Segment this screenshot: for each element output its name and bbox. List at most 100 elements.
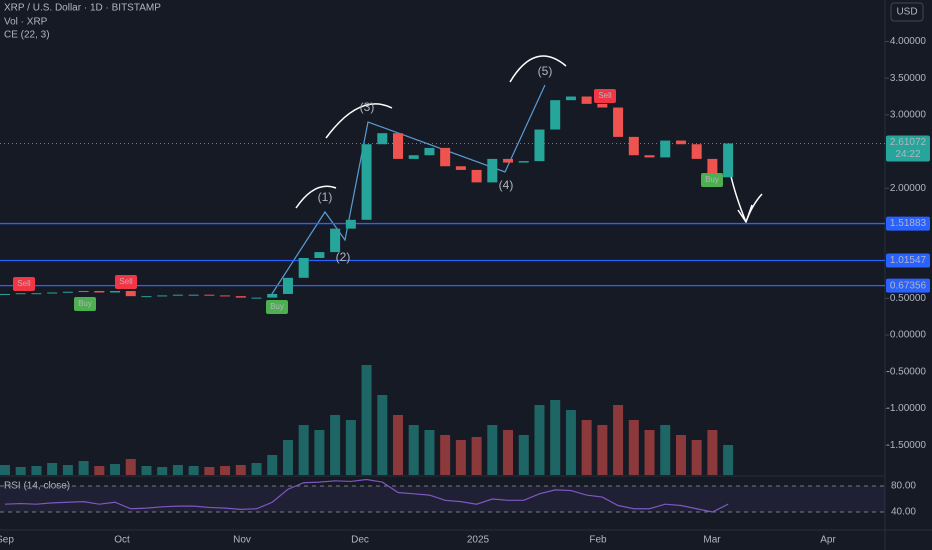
volume-bar [518,435,529,475]
volume-bar [597,425,608,475]
volume-bar [408,425,419,475]
signal-label: Buy [705,175,719,184]
volume-bar [581,420,592,475]
ce-label: CE (22, 3) [4,30,50,41]
volume-bar [471,437,482,475]
candle [675,140,686,145]
volume-bar [47,463,58,475]
signal-label: Sell [17,279,31,288]
signal-label: Sell [119,277,133,286]
candle [282,277,293,294]
level-label: 1.51883 [890,218,927,229]
candle [613,107,624,137]
signal-tag [74,297,96,311]
volume-bar [534,405,545,475]
volume-bar [235,465,246,475]
x-tick-label: Feb [589,535,607,546]
x-tick-label: Apr [820,535,836,546]
candle [361,144,372,220]
x-tick-label: Oct [114,535,130,546]
volume-bar [660,425,671,475]
arc [325,103,393,139]
volume-bar [31,466,42,475]
candle [15,293,26,295]
candle [0,293,10,295]
last-price-tag [886,135,930,162]
last-price: 2.61072 [890,137,927,148]
wave-label: (4) [499,178,514,192]
candle [660,140,671,158]
volume-bar [377,395,388,475]
signal-tag [115,275,137,289]
level-label: 0.67356 [890,280,927,291]
volume-bar [613,405,624,475]
rsi-tick-label: 80.00 [891,481,916,492]
candle [314,252,325,258]
volume-bar [157,467,168,475]
candle [251,297,262,299]
wave-lines [269,84,546,298]
level-label: 1.01547 [890,255,927,266]
volume-bar [251,463,262,475]
candle [628,136,639,156]
x-tick-label: Mar [703,535,721,546]
volume-bar [0,465,10,475]
arc [295,185,337,209]
y-tick-label: 3.00000 [890,110,927,121]
candle [47,292,58,294]
signal-label: Sell [598,91,612,100]
volume-bar [440,435,451,475]
volume-bar [204,467,215,475]
volume-bar [188,466,199,475]
candle [110,291,121,293]
volume-bar [267,455,278,475]
volume-bar [141,466,152,475]
candle [157,295,168,297]
y-tick-label: 4.00000 [890,36,927,47]
volume-bar [644,430,655,475]
volume-bar [393,415,403,475]
volume-bar [550,400,561,475]
candle [62,291,73,293]
candle [597,103,608,108]
candle [440,147,451,167]
volume-bar [361,365,372,475]
candle [393,133,403,159]
volume-bar [78,461,89,475]
y-tick-label: -1.50000 [887,440,927,451]
candle [581,96,592,104]
candle [723,143,734,178]
volume-bar [455,440,466,475]
wave-label: (2) [336,250,351,264]
rsi-tick-label: 40.00 [891,507,916,518]
y-tick-label: -0.50000 [887,366,927,377]
signal-label: Buy [270,302,284,311]
candle [235,296,246,298]
x-tick-label: Dec [351,535,369,546]
volume-bar [220,466,231,475]
candle [691,144,702,159]
currency-box[interactable] [890,2,924,22]
candle [565,96,576,101]
candle [503,158,514,163]
candle [298,257,309,278]
volume-bar [94,466,105,475]
candle [188,294,199,296]
volume-bar [330,415,341,475]
currency[interactable]: USD [896,7,917,18]
candle [267,293,278,298]
volume-bar [172,465,183,475]
wave-path [269,84,546,298]
level-tag [886,216,930,231]
candle [408,155,419,159]
wave-label: (1) [318,190,333,204]
drawings [295,55,763,224]
candle [424,147,435,156]
y-tick-label: 0.00000 [890,330,927,341]
volume-bar [503,430,514,475]
volume-label: Vol · XRP [4,17,48,28]
candle [487,158,498,183]
candle [550,100,561,130]
